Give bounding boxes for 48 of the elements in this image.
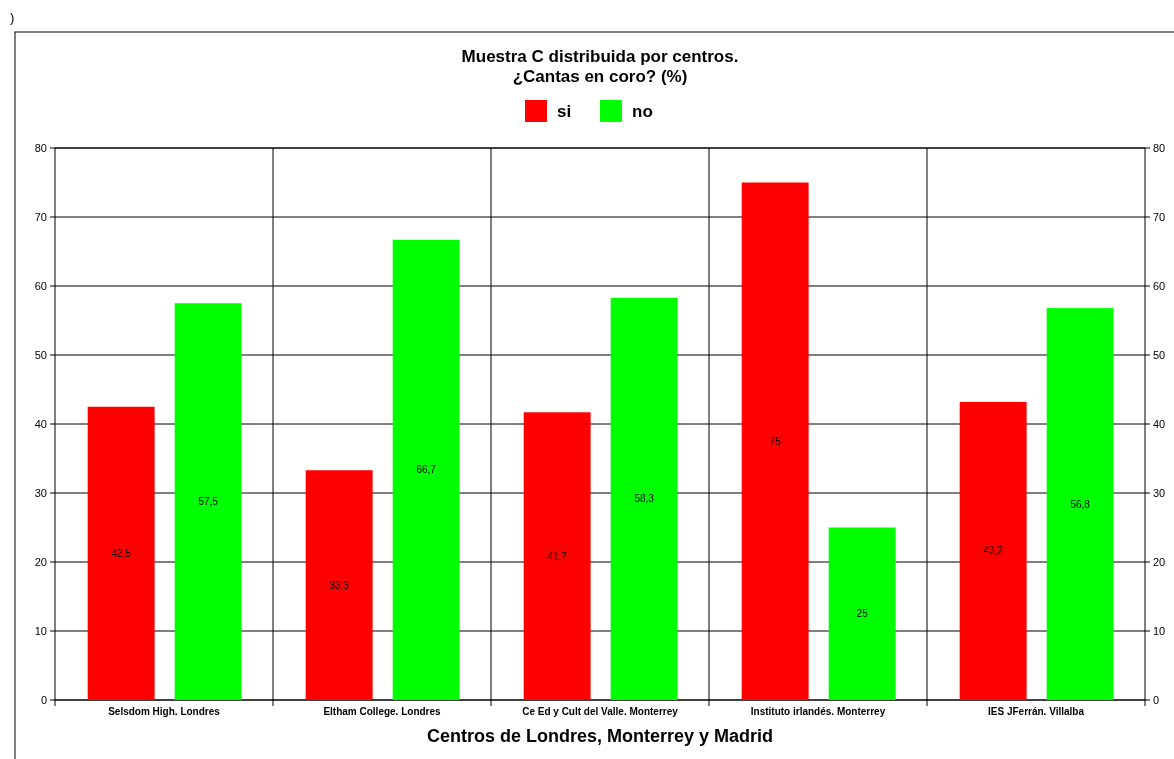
x-tick-label: Selsdom High. Londres: [108, 706, 221, 717]
y-tick-label: 40: [34, 417, 47, 430]
data-label: 56,8: [1070, 498, 1091, 510]
y2-tick-label: 10: [1153, 624, 1166, 637]
y2-tick-label: 70: [1153, 210, 1166, 223]
bar: [174, 303, 242, 700]
y-tick-label: 80: [34, 141, 47, 154]
y2-tick-label: 30: [1153, 486, 1166, 499]
y-tick-label: 30: [34, 486, 47, 499]
data-label: 58,3: [634, 493, 655, 505]
y2-tick-label: 60: [1153, 279, 1166, 292]
text: ): [10, 10, 15, 25]
y-tick-label: 20: [34, 555, 47, 568]
bar: [523, 412, 591, 700]
bar: [828, 527, 896, 700]
chart-title: Muestra C distribuida por centros. ¿Cantas en coro? (%): [461, 47, 739, 86]
legend-label: si: [557, 102, 572, 121]
data-label: 33,3: [329, 579, 350, 591]
x-axis-title: Centros de Londres, Monterrey y Madrid: [426, 726, 774, 746]
legend-label: no: [632, 102, 653, 121]
bar: [1046, 308, 1114, 700]
y2-tick-label: 80: [1153, 141, 1166, 154]
data-label: 43,2: [983, 545, 1004, 557]
data-label: 25: [856, 608, 869, 620]
data-label: 41,7: [547, 550, 568, 562]
y2-tick-label: 40: [1153, 417, 1166, 430]
x-tick-label: IES JFerrán. Villalba: [988, 706, 1085, 717]
y-tick-label: 10: [34, 624, 47, 637]
x-tick-label: Eltham College. Londres: [323, 706, 442, 717]
y-tick-label: 60: [34, 279, 47, 292]
data-label: 75: [769, 435, 782, 447]
x-tick-label: Ce Ed y Cult del Valle. Monterrey: [522, 706, 679, 717]
x-tick-label: Instituto irlandés. Monterrey: [750, 706, 886, 717]
bar: [959, 401, 1027, 700]
y-tick-label: 0: [40, 693, 47, 706]
data-label: 66,7: [416, 464, 437, 476]
y2-tick-label: 20: [1153, 555, 1166, 568]
y2-tick-label: 50: [1153, 348, 1166, 361]
bar: [392, 239, 460, 700]
data-label: 57,5: [198, 496, 219, 508]
bar: [87, 406, 155, 700]
bar: [610, 297, 678, 700]
data-label: 42,5: [111, 547, 132, 559]
bar: [741, 182, 809, 700]
bar: [305, 470, 373, 700]
y-tick-label: 70: [34, 210, 47, 223]
y-tick-label: 50: [34, 348, 47, 361]
y2-tick-label: 0: [1153, 693, 1160, 706]
